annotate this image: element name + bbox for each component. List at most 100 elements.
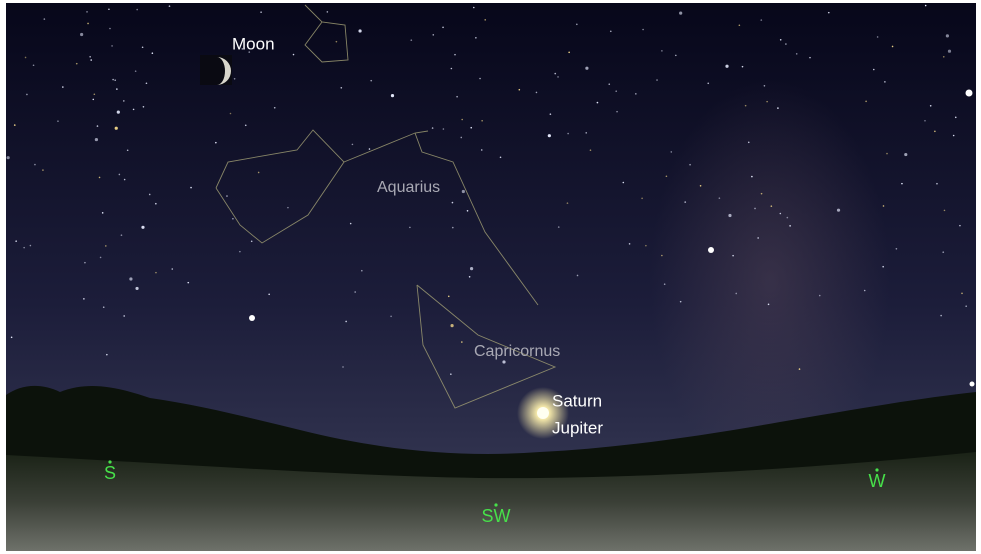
planet-dot bbox=[537, 407, 549, 419]
star bbox=[751, 176, 753, 178]
star bbox=[664, 283, 666, 285]
star bbox=[89, 56, 91, 58]
bright-star bbox=[708, 247, 714, 253]
star bbox=[114, 79, 116, 81]
star bbox=[500, 156, 502, 158]
star bbox=[934, 131, 936, 133]
constellation-label: Aquarius bbox=[377, 179, 440, 196]
star bbox=[171, 268, 173, 270]
star bbox=[456, 96, 458, 98]
star bbox=[135, 70, 137, 72]
star bbox=[502, 360, 505, 363]
star bbox=[11, 336, 13, 338]
star bbox=[884, 81, 886, 83]
star bbox=[670, 151, 672, 153]
star bbox=[930, 105, 932, 107]
star bbox=[467, 210, 469, 212]
star bbox=[25, 57, 27, 59]
star bbox=[576, 24, 578, 26]
star bbox=[666, 175, 668, 177]
star bbox=[548, 134, 551, 137]
star bbox=[105, 245, 107, 247]
star bbox=[577, 275, 579, 277]
star bbox=[358, 29, 361, 32]
star bbox=[460, 137, 462, 139]
sky-view: Moon Aquarius Capricornus Saturn Jupiter… bbox=[0, 0, 981, 554]
star bbox=[448, 296, 450, 298]
star bbox=[707, 82, 709, 84]
star bbox=[133, 109, 135, 111]
star bbox=[473, 7, 475, 9]
star bbox=[892, 46, 894, 48]
star bbox=[787, 217, 789, 219]
star bbox=[149, 194, 151, 196]
star bbox=[354, 291, 356, 293]
star bbox=[112, 79, 114, 81]
star bbox=[443, 128, 445, 130]
star bbox=[965, 305, 967, 307]
star bbox=[873, 69, 875, 71]
star bbox=[84, 262, 86, 264]
star bbox=[725, 65, 728, 68]
star bbox=[955, 117, 957, 119]
star bbox=[925, 5, 927, 7]
star bbox=[536, 92, 538, 94]
star bbox=[345, 321, 347, 323]
star bbox=[616, 111, 618, 113]
star bbox=[461, 119, 463, 121]
moon bbox=[200, 55, 232, 85]
star bbox=[661, 50, 663, 52]
star bbox=[136, 9, 138, 11]
star bbox=[251, 240, 253, 242]
star bbox=[661, 255, 663, 257]
star bbox=[342, 366, 344, 368]
bright-star bbox=[249, 315, 255, 321]
star bbox=[635, 93, 637, 95]
star bbox=[99, 177, 101, 179]
star bbox=[287, 207, 289, 209]
compass-label: W bbox=[869, 471, 886, 491]
star bbox=[30, 245, 32, 247]
star bbox=[585, 132, 587, 134]
star bbox=[190, 187, 192, 189]
star bbox=[92, 99, 94, 101]
star bbox=[109, 28, 111, 30]
star bbox=[370, 80, 372, 82]
star bbox=[567, 202, 569, 204]
star bbox=[239, 251, 241, 253]
star bbox=[432, 127, 434, 129]
star bbox=[780, 39, 782, 41]
star bbox=[809, 57, 811, 59]
star bbox=[452, 202, 454, 204]
star bbox=[754, 208, 756, 210]
star bbox=[7, 156, 10, 159]
star bbox=[757, 237, 759, 239]
star bbox=[108, 8, 110, 10]
star bbox=[127, 149, 129, 151]
star bbox=[34, 164, 36, 166]
star bbox=[245, 124, 247, 126]
star bbox=[550, 113, 552, 115]
star bbox=[409, 227, 411, 229]
star bbox=[567, 133, 569, 135]
star bbox=[641, 198, 643, 200]
star bbox=[780, 213, 782, 215]
star bbox=[675, 55, 677, 57]
star bbox=[42, 169, 44, 171]
star bbox=[936, 183, 938, 185]
star bbox=[819, 295, 821, 297]
star bbox=[169, 5, 171, 7]
star bbox=[26, 94, 28, 96]
star bbox=[391, 94, 394, 97]
star bbox=[116, 88, 118, 90]
star bbox=[215, 142, 217, 144]
star bbox=[882, 266, 884, 268]
star bbox=[44, 18, 46, 20]
star bbox=[777, 107, 779, 109]
star bbox=[629, 243, 631, 245]
star bbox=[123, 100, 125, 102]
star bbox=[760, 19, 762, 21]
star bbox=[623, 182, 625, 184]
star bbox=[886, 153, 888, 155]
star bbox=[901, 183, 903, 185]
